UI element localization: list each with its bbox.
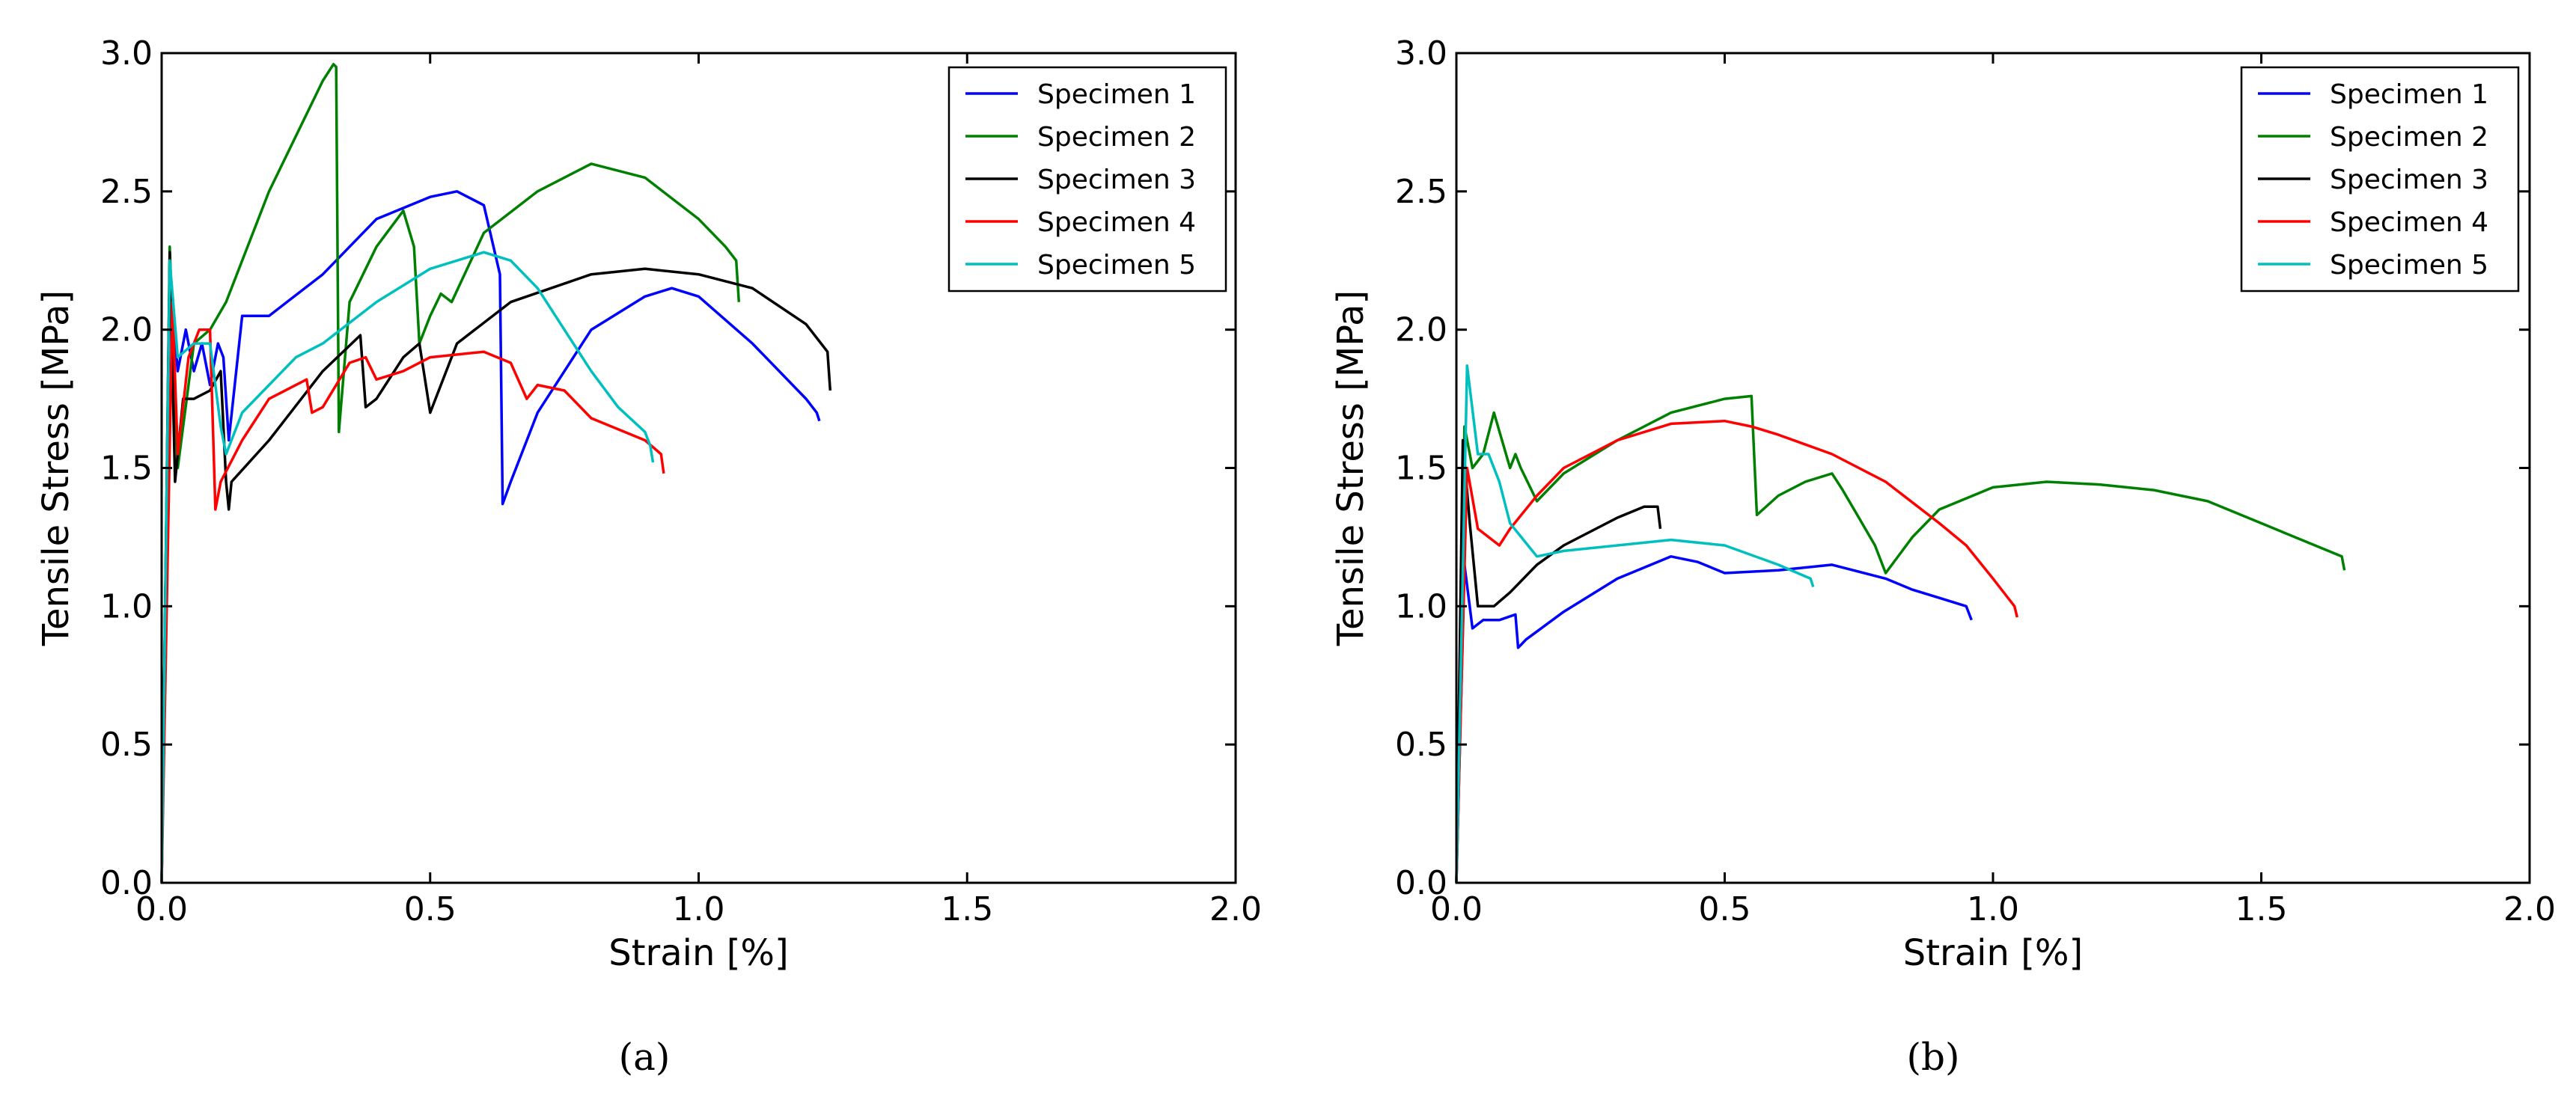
y-tick-label: 0.0 <box>1395 864 1447 902</box>
y-tick-label: 2.5 <box>100 173 153 211</box>
legend: Specimen 1 Specimen 2 Specimen 3 Specimen 4… <box>2240 66 2520 293</box>
series-line-specimen-5 <box>160 251 655 884</box>
legend-label-specimen-4: Specimen 4 <box>1037 207 1196 238</box>
y-axis-title: Tensile Stress [MPa] <box>1330 290 1372 646</box>
series-line-specimen-3 <box>1455 438 1662 884</box>
x-tick-label: 1.0 <box>1967 890 2019 928</box>
x-tick-label: 2.0 <box>2503 890 2556 928</box>
y-tick-label: 3.0 <box>100 34 153 73</box>
x-tick-label: 0.5 <box>404 890 457 928</box>
legend-label-specimen-1: Specimen 1 <box>1037 79 1196 110</box>
caption-b: (b) <box>1906 1035 1959 1079</box>
panel-b: 0.0 0.5 1.0 1.5 2.0 0.0 0.5 1.0 1.5 2.0 2.5 3.0 Stra… <box>1330 34 2556 1079</box>
x-tick-label: 0.0 <box>135 890 188 928</box>
legend-box <box>2240 66 2520 293</box>
x-tick-label: 1.5 <box>2235 890 2288 928</box>
y-tick-label: 2.0 <box>100 311 153 349</box>
x-axis-title: Strain [%] <box>1903 932 2084 974</box>
y-tick-label: 0.0 <box>100 864 153 902</box>
y-tick-label: 0.5 <box>100 726 153 764</box>
y-axis-title: Tensile Stress [MPa] <box>35 290 77 646</box>
series-line-specimen-3 <box>160 251 832 884</box>
legend-label-specimen-4: Specimen 4 <box>2330 207 2488 238</box>
x-axis-title: Strain [%] <box>608 932 789 974</box>
series-line-specimen-4 <box>1455 419 2019 884</box>
x-tick-label: 1.5 <box>941 890 993 928</box>
x-tick-label: 0.5 <box>1699 890 1751 928</box>
legend-label-specimen-3: Specimen 3 <box>1037 165 1196 195</box>
x-tick-label: 2.0 <box>1209 890 1262 928</box>
x-tick-label: 0.0 <box>1430 890 1483 928</box>
legend-label-specimen-3: Specimen 3 <box>2330 165 2488 195</box>
legend-label-specimen-1: Specimen 1 <box>2330 79 2488 110</box>
plot-area-b: 0.0 0.5 1.0 1.5 2.0 0.0 0.5 1.0 1.5 2.0 2.5 3.0 Stra… <box>1330 34 2556 974</box>
legend: Specimen 1 Specimen 2 Specimen 3 Specimen 4… <box>947 66 1227 293</box>
y-tick-label: 1.5 <box>1395 450 1447 488</box>
series-line-specimen-2 <box>1455 394 2346 884</box>
y-tick-label: 0.5 <box>1395 726 1447 764</box>
series-line-specimen-1 <box>1455 555 1973 884</box>
legend-label-specimen-5: Specimen 5 <box>2330 250 2488 281</box>
y-tick-label: 1.5 <box>100 450 153 488</box>
series-line-specimen-1 <box>160 190 821 884</box>
legend-label-specimen-2: Specimen 2 <box>1037 122 1196 153</box>
series-line-specimen-5 <box>1455 364 1815 884</box>
y-tick-label: 1.0 <box>100 587 153 625</box>
x-tick-label: 1.0 <box>673 890 725 928</box>
plot-area-a: 0.0 0.5 1.0 1.5 2.0 0.0 0.5 1.0 1.5 2.0 2.5 3.0 Stra… <box>35 34 1262 974</box>
series-line-specimen-4 <box>160 300 665 884</box>
y-tick-label: 1.0 <box>1395 587 1447 625</box>
y-tick-label: 2.5 <box>1395 173 1447 211</box>
caption-a: (a) <box>619 1035 671 1079</box>
legend-label-specimen-2: Specimen 2 <box>2330 122 2488 153</box>
legend-label-specimen-5: Specimen 5 <box>1037 250 1196 281</box>
series-line-specimen-2 <box>160 63 741 884</box>
y-tick-label: 2.0 <box>1395 311 1447 349</box>
y-tick-label: 3.0 <box>1395 34 1447 73</box>
panel-a: 0.0 0.5 1.0 1.5 2.0 0.0 0.5 1.0 1.5 2.0 2.5 3.0 Stra… <box>35 34 1262 1079</box>
